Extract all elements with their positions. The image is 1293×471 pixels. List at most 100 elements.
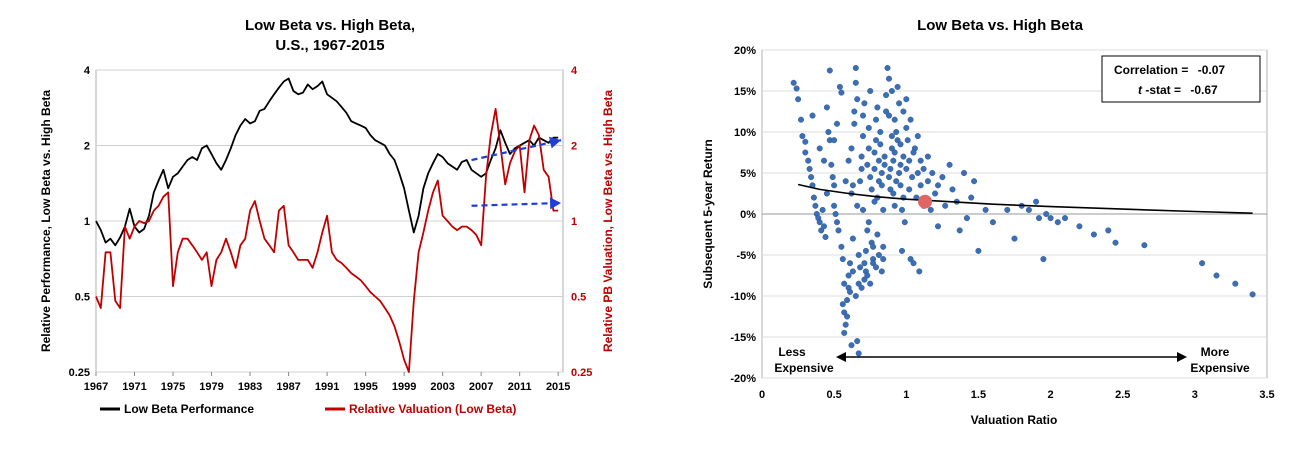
scatter-point xyxy=(1054,219,1061,226)
scatter-point xyxy=(910,260,917,267)
left-x-tick-label: 1967 xyxy=(84,381,108,393)
scatter-point xyxy=(865,124,872,131)
scatter-point xyxy=(834,219,841,226)
scatter-point xyxy=(848,342,855,349)
scatter-point xyxy=(989,219,996,226)
scatter-point xyxy=(896,169,903,176)
legend-label-low-beta: Low Beta Performance xyxy=(124,402,254,416)
scatter-point xyxy=(916,268,923,275)
scatter-point xyxy=(808,174,815,181)
right-x-tick-label: 0 xyxy=(759,389,765,401)
right-y-tick-label: 5% xyxy=(740,168,756,180)
scatter-point xyxy=(924,178,931,185)
scatter-point xyxy=(935,223,942,230)
scatter-point xyxy=(880,256,887,263)
scatter-point xyxy=(906,157,913,164)
scatter-point xyxy=(871,165,878,172)
right-y-tick-label: 10% xyxy=(734,127,756,139)
left-y-tick-label: 4 xyxy=(84,65,91,77)
trend-arrowhead-2 xyxy=(549,197,562,210)
expense-annotation: Less Expensive More Expensive xyxy=(774,345,1250,375)
right-x-tick-label: 0.5 xyxy=(826,389,841,401)
scatter-point xyxy=(899,247,906,254)
scatter-point xyxy=(875,157,882,164)
scatter-point xyxy=(855,280,862,287)
scatter-point xyxy=(867,87,874,94)
scatter-point xyxy=(854,338,861,345)
scatter-point xyxy=(890,157,897,164)
scatter-point xyxy=(884,64,891,71)
scatter-point xyxy=(864,272,871,279)
scatter-point xyxy=(821,157,828,164)
scatter-point xyxy=(1249,291,1256,298)
scatter-point xyxy=(982,206,989,213)
left-chart: Low Beta vs. High Beta, U.S., 1967-2015 … xyxy=(39,17,615,416)
scatter-point xyxy=(861,260,868,267)
scatter-point xyxy=(845,157,852,164)
scatter-point xyxy=(841,329,848,336)
left-y-tick-label: 0.25 xyxy=(69,367,90,379)
scatter-point xyxy=(1011,235,1018,242)
scatter-point xyxy=(790,79,797,86)
left-gridlines xyxy=(96,69,563,373)
right-y-axis-label: Relative PB Valuation, Low Beta vs. High… xyxy=(601,90,615,352)
scatter-point xyxy=(845,272,852,279)
scatter-point xyxy=(920,165,927,172)
scatter-point xyxy=(874,104,881,111)
right-y-tick-label: -15% xyxy=(730,332,756,344)
scatter-point xyxy=(901,219,908,226)
highlight-point xyxy=(918,194,933,209)
scatter-point xyxy=(946,161,953,168)
scatter-point xyxy=(873,264,880,271)
scatter-point xyxy=(857,264,864,271)
scatter-point xyxy=(1040,256,1047,263)
scatter-point xyxy=(1025,206,1032,213)
scatter-point xyxy=(1004,206,1011,213)
scatter-point xyxy=(886,112,893,119)
scatter-point xyxy=(909,174,916,181)
scatter-point xyxy=(799,133,806,140)
scatter-point xyxy=(1047,215,1054,222)
scatter-point xyxy=(849,182,856,189)
scatter-point xyxy=(868,186,875,193)
scatter-point xyxy=(877,128,884,135)
scatter-point xyxy=(888,133,895,140)
left-x-tick-label: 1979 xyxy=(199,381,223,393)
scatter-point xyxy=(903,165,910,172)
scatter-point xyxy=(873,137,880,144)
scatter-point xyxy=(836,83,843,90)
scatter-point xyxy=(831,202,838,209)
scatter-point xyxy=(874,231,881,238)
scatter-point xyxy=(880,243,887,250)
scatter-point xyxy=(927,206,934,213)
right-y-tick-label: -5% xyxy=(736,250,756,262)
scatter-point xyxy=(812,202,819,209)
scatter-point xyxy=(891,116,898,123)
scatter-point xyxy=(838,89,845,96)
scatter-point xyxy=(798,116,805,123)
scatter-point xyxy=(838,243,845,250)
scatter-point xyxy=(870,260,877,267)
scatter-point xyxy=(975,247,982,254)
stats-correlation: Correlation = -0.07 xyxy=(1114,63,1225,77)
scatter-point xyxy=(835,227,842,234)
series-line-relative-valuation xyxy=(95,108,559,373)
stats-tstat-label: -stat = xyxy=(1145,83,1181,97)
scatter-point xyxy=(858,165,865,172)
scatter-point xyxy=(935,182,942,189)
scatter-point xyxy=(893,128,900,135)
scatter-point xyxy=(875,178,882,185)
scatter-point xyxy=(858,153,865,160)
scatter-point xyxy=(917,157,924,164)
right-chart: Low Beta vs. High Beta 0 0.5 1 1.5 2 2.5 3 3.5 … xyxy=(701,17,1275,427)
scatter-point xyxy=(914,133,921,140)
right-x-tick-label: 3.5 xyxy=(1259,389,1274,401)
scatter-point xyxy=(816,145,823,152)
scatter-point xyxy=(1033,198,1040,205)
scatter-point xyxy=(852,64,859,71)
trend-arrow-line-1 xyxy=(471,139,562,162)
left-y-tick-label: 1 xyxy=(84,216,90,228)
right-x-tick-label: 2 xyxy=(1048,389,1054,401)
scatter-point xyxy=(822,233,829,240)
